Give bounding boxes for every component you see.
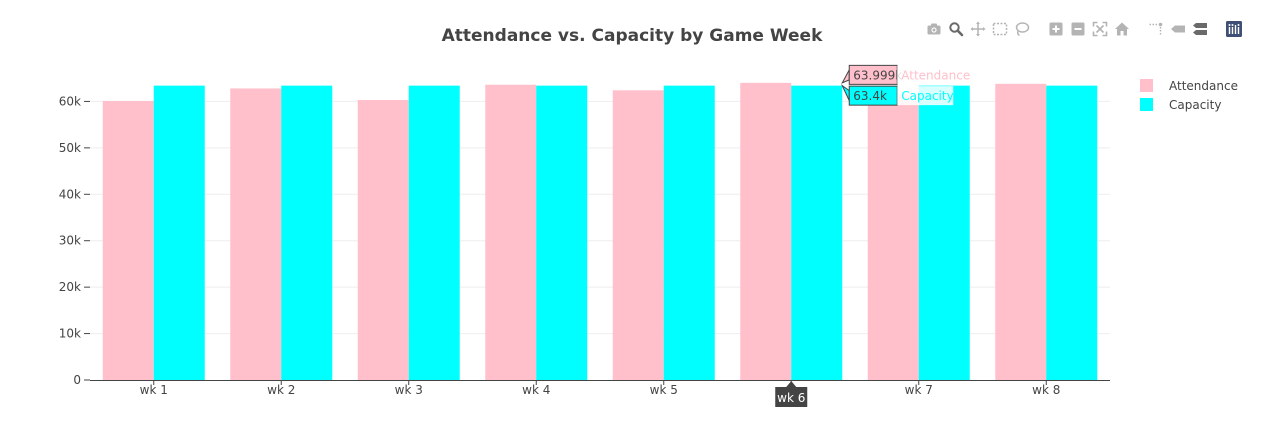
- x-axis: wk 1 wk 2 wk 3 wk 4 wk 5 wk 7 wk 8: [90, 380, 1110, 397]
- legend-label-attendance: Attendance: [1169, 78, 1238, 93]
- y-tick-label: 10k: [59, 327, 81, 341]
- bar-capacity-wk6[interactable]: [791, 85, 843, 381]
- lasso-select-icon[interactable]: [1012, 19, 1032, 39]
- bar-attendance-wk5[interactable]: [612, 90, 664, 381]
- x-tick-label: wk 7: [905, 383, 933, 397]
- y-tick-label: 20k: [59, 280, 81, 294]
- zoom-in-icon[interactable]: [1046, 19, 1066, 39]
- bar-capacity-wk7[interactable]: [918, 85, 970, 381]
- bar-attendance-wk3[interactable]: [357, 100, 409, 381]
- chart-title: Attendance vs. Capacity by Game Week: [442, 26, 823, 46]
- hover-closest-icon[interactable]: [1168, 19, 1188, 39]
- bar-attendance-wk2[interactable]: [230, 88, 282, 380]
- plotly-logo-icon[interactable]: [1224, 19, 1244, 39]
- box-select-icon[interactable]: [990, 19, 1010, 39]
- hover-labels: wk 6 63.999k Attendance 63.4k Capacity: [775, 64, 970, 407]
- reset-axes-icon[interactable]: [1112, 19, 1132, 39]
- y-tick-label: 0: [73, 373, 81, 387]
- bar-capacity-wk3[interactable]: [408, 85, 460, 381]
- autoscale-icon[interactable]: [1090, 19, 1110, 39]
- x-tick-label: wk 1: [140, 383, 168, 397]
- bars[interactable]: [102, 82, 1098, 381]
- x-tick-label: wk 5: [650, 383, 678, 397]
- legend: Attendance Capacity: [1140, 76, 1238, 114]
- hover-series-bg-capacity: [897, 86, 954, 106]
- hover-pointer-attendance: [841, 69, 850, 84]
- bar-attendance-wk6[interactable]: [740, 82, 792, 380]
- y-axis: 0 10k 20k 30k 40k 50k 60k: [59, 94, 90, 387]
- hover-category-pointer: [786, 381, 797, 387]
- hover-series-name-attendance: Attendance: [901, 68, 970, 82]
- hover-category-box: [775, 387, 808, 407]
- y-tick-label: 60k: [59, 94, 81, 108]
- bar-capacity-wk2[interactable]: [281, 85, 333, 381]
- bar-attendance-wk7[interactable]: [867, 94, 919, 380]
- hover-series-name-capacity: Capacity: [901, 89, 953, 103]
- camera-icon[interactable]: [924, 19, 944, 39]
- bar-attendance-wk8[interactable]: [995, 83, 1047, 381]
- hover-value-capacity: 63.4k: [853, 89, 887, 103]
- legend-swatch-capacity: [1140, 98, 1153, 111]
- y-tick-label: 30k: [59, 234, 81, 248]
- legend-item-capacity[interactable]: Capacity: [1140, 95, 1238, 114]
- x-tick-label: wk 4: [522, 383, 550, 397]
- hover-pointer-capacity: [840, 84, 850, 101]
- bar-capacity-wk4[interactable]: [536, 85, 588, 381]
- x-tick-label: wk 8: [1032, 383, 1060, 397]
- x-tick-label: wk 3: [395, 383, 423, 397]
- hover-series-bg-attendance: [897, 65, 968, 85]
- bar-attendance-wk4[interactable]: [485, 84, 537, 380]
- x-tick-label: wk 2: [267, 383, 295, 397]
- bar-attendance-wk1[interactable]: [102, 100, 154, 380]
- legend-label-capacity: Capacity: [1169, 97, 1222, 112]
- y-tick-label: 40k: [59, 187, 81, 201]
- bar-capacity-wk8[interactable]: [1046, 85, 1098, 381]
- modebar: [924, 19, 1244, 39]
- hover-compare-icon[interactable]: [1190, 19, 1210, 39]
- legend-item-attendance[interactable]: Attendance: [1140, 76, 1238, 95]
- spike-lines-icon[interactable]: [1146, 19, 1166, 39]
- bar-capacity-wk5[interactable]: [663, 85, 715, 381]
- legend-swatch-attendance: [1140, 79, 1153, 92]
- y-tick-label: 50k: [59, 141, 81, 155]
- zoom-out-icon[interactable]: [1068, 19, 1088, 39]
- hover-category-label: wk 6: [777, 391, 805, 405]
- zoom-icon[interactable]: [946, 19, 966, 39]
- hover-value-attendance: 63.999k: [853, 68, 902, 82]
- bar-capacity-wk1[interactable]: [153, 85, 205, 381]
- pan-icon[interactable]: [968, 19, 988, 39]
